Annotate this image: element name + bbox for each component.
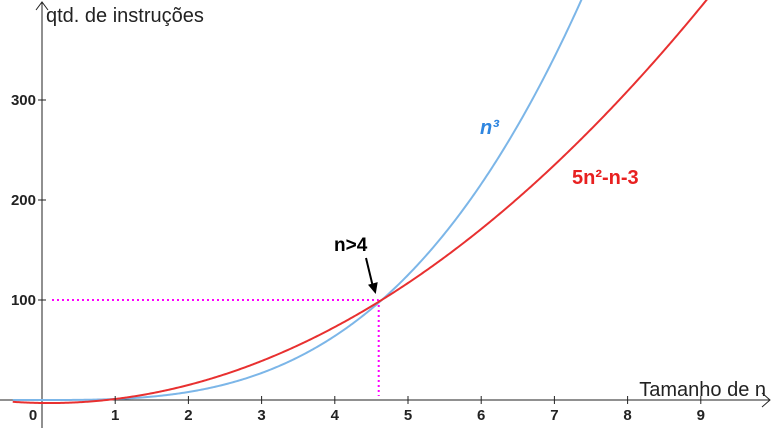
annotation-text: n>4 [334,235,368,256]
series-line-0 [12,0,583,402]
series-layer [12,0,708,405]
y-tick-label: 300 [11,92,36,109]
x-tick-label: 4 [331,407,340,424]
x-tick-label: 3 [257,407,265,424]
x-axis-arrow-icon [761,392,771,408]
series-line-1 [12,0,708,405]
x-tick-label: 2 [184,407,192,424]
y-axis-arrow-icon [35,1,49,11]
x-tick-label: 1 [111,407,119,424]
x-tick-label: 5 [404,407,412,424]
y-ticks: 100 200 300 [11,92,46,309]
series-label-n-cubed: n³ [480,117,500,139]
annotation-arrowhead-icon [368,282,378,294]
x-tick-label: 8 [623,407,631,424]
y-tick-label: 200 [11,192,36,209]
x-ticks: 0 1 2 3 4 5 6 7 8 9 [29,396,705,424]
x-axis-title: Tamanho de n [639,379,766,401]
x-tick-label: 6 [477,407,485,424]
series-label-quadratic: 5n²-n-3 [572,167,639,189]
y-axis-title: qtd. de instruções [46,5,204,27]
x-tick-label: 9 [697,407,705,424]
y-tick-label: 100 [11,292,36,309]
x-tick-label: 0 [29,407,37,424]
x-tick-label: 7 [550,407,558,424]
